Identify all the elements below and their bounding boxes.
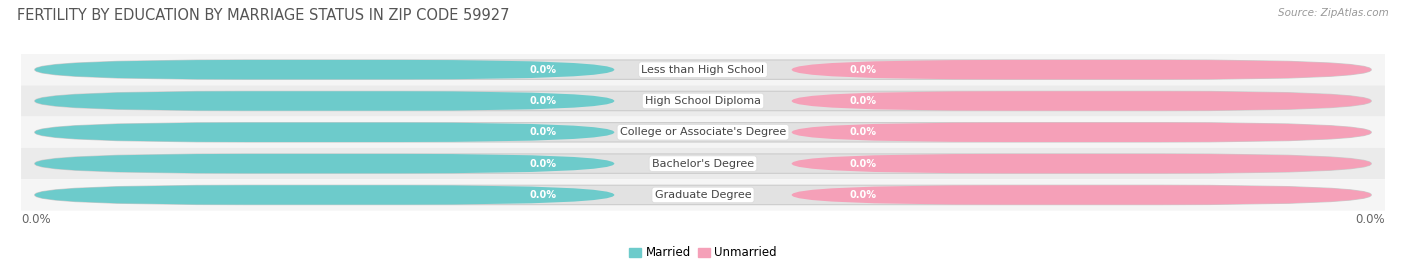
FancyBboxPatch shape (35, 123, 1371, 142)
FancyBboxPatch shape (21, 85, 1385, 117)
FancyBboxPatch shape (21, 179, 1385, 211)
FancyBboxPatch shape (35, 154, 1371, 173)
Text: 0.0%: 0.0% (530, 190, 557, 200)
Text: 0.0%: 0.0% (530, 127, 557, 137)
Text: 0.0%: 0.0% (849, 127, 876, 137)
Text: 0.0%: 0.0% (530, 96, 557, 106)
FancyBboxPatch shape (792, 91, 1371, 111)
Text: Bachelor's Degree: Bachelor's Degree (652, 158, 754, 169)
Text: 0.0%: 0.0% (849, 65, 876, 75)
FancyBboxPatch shape (35, 91, 614, 111)
FancyBboxPatch shape (792, 123, 1371, 142)
FancyBboxPatch shape (35, 60, 1371, 79)
FancyBboxPatch shape (21, 148, 1385, 179)
Text: 0.0%: 0.0% (849, 96, 876, 106)
FancyBboxPatch shape (35, 91, 1371, 111)
Legend: Married, Unmarried: Married, Unmarried (624, 242, 782, 264)
FancyBboxPatch shape (21, 54, 1385, 85)
Text: Graduate Degree: Graduate Degree (655, 190, 751, 200)
Text: 0.0%: 0.0% (1355, 213, 1385, 226)
Text: 0.0%: 0.0% (849, 158, 876, 169)
FancyBboxPatch shape (21, 117, 1385, 148)
Text: Source: ZipAtlas.com: Source: ZipAtlas.com (1278, 8, 1389, 18)
FancyBboxPatch shape (35, 185, 1371, 205)
Text: FERTILITY BY EDUCATION BY MARRIAGE STATUS IN ZIP CODE 59927: FERTILITY BY EDUCATION BY MARRIAGE STATU… (17, 8, 509, 23)
Text: Less than High School: Less than High School (641, 65, 765, 75)
FancyBboxPatch shape (35, 123, 614, 142)
FancyBboxPatch shape (792, 154, 1371, 173)
Text: 0.0%: 0.0% (849, 190, 876, 200)
Text: 0.0%: 0.0% (21, 213, 51, 226)
Text: High School Diploma: High School Diploma (645, 96, 761, 106)
FancyBboxPatch shape (792, 185, 1371, 205)
FancyBboxPatch shape (792, 60, 1371, 79)
FancyBboxPatch shape (35, 185, 614, 205)
FancyBboxPatch shape (35, 60, 614, 79)
Text: 0.0%: 0.0% (530, 65, 557, 75)
FancyBboxPatch shape (35, 154, 614, 173)
Text: 0.0%: 0.0% (530, 158, 557, 169)
Text: College or Associate's Degree: College or Associate's Degree (620, 127, 786, 137)
